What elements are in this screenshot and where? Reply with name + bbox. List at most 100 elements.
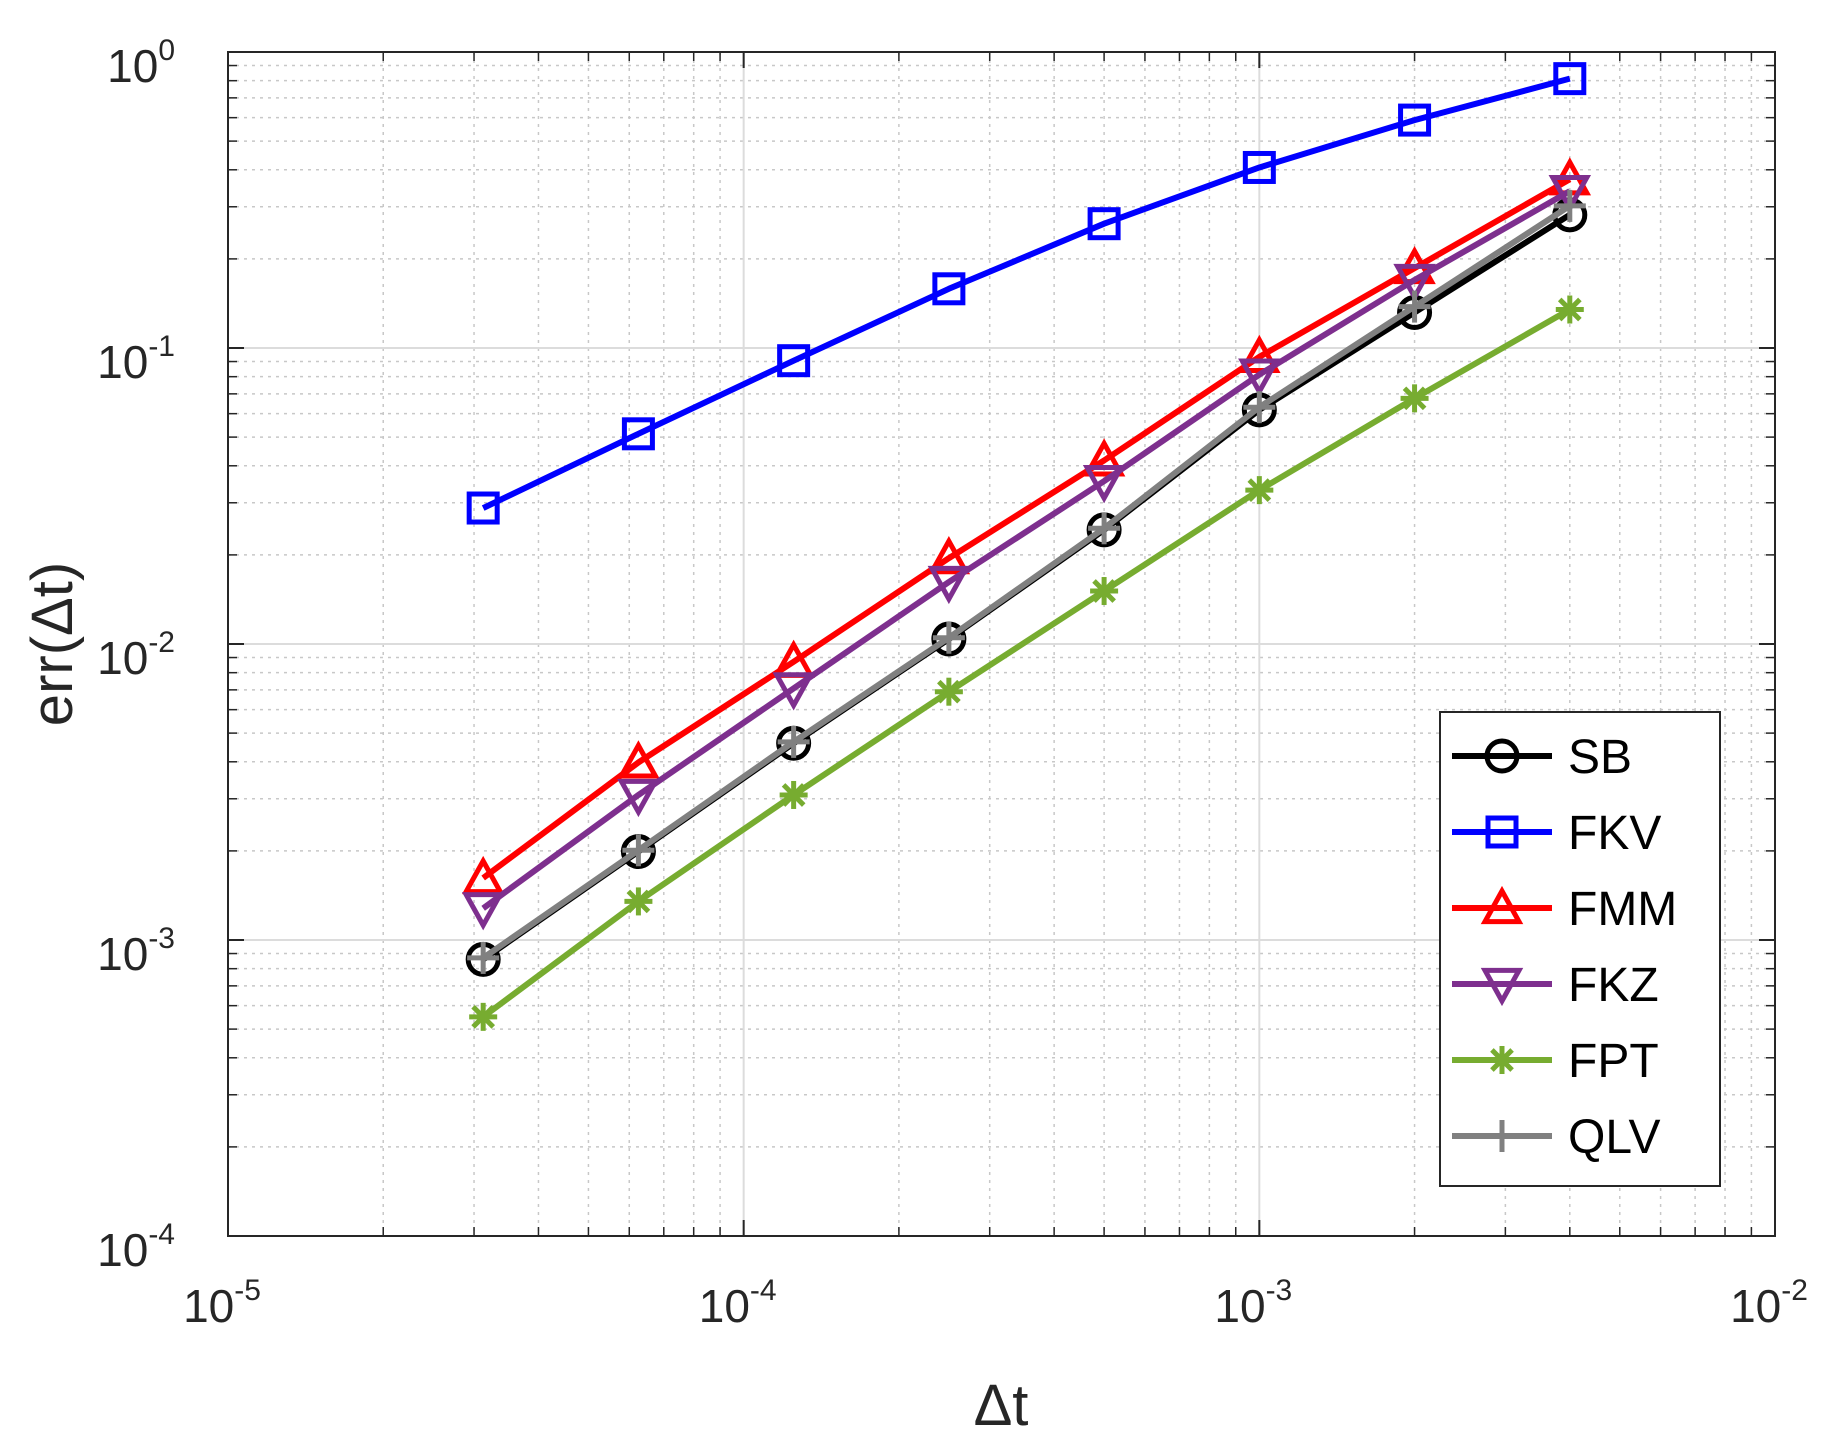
marker-triangle-down [772,672,815,711]
marker-square [777,344,811,378]
y-tick-label: 10-3 [97,922,175,980]
y-tick-exponent: 0 [158,34,175,67]
marker-triangle-down [1082,465,1126,504]
marker-triangle-down [1393,263,1436,303]
marker-asterisk-stroke [471,1005,496,1029]
data-point-triangle-up [1082,438,1126,477]
data-point-square [777,344,811,378]
y-tick-base: 10 [97,632,148,684]
data-point-square [932,272,966,306]
marker-asterisk-stroke [1402,386,1427,411]
data-point-square [1553,62,1587,96]
marker-triangle-up [927,536,971,575]
x-tick-labels: 10-5 10-4 10-3 10-2 [183,1274,1808,1332]
data-point-triangle-down [1393,263,1436,303]
marker-square [1485,815,1519,849]
series-line-fpt [481,306,1572,1020]
series-line-fkv [481,75,1571,511]
marker-square [1398,103,1432,137]
marker-square [621,417,655,451]
x-tick-base: 10 [1730,1280,1781,1332]
legend-label: FKV [1568,807,1661,860]
y-tick-exponent: -4 [148,1218,175,1251]
data-point-square [1087,207,1121,241]
legend-label: FPT [1568,1035,1659,1088]
legend-label: FKZ [1568,959,1659,1012]
legend-entry-fmm: FMM [1452,883,1677,936]
marker-square [932,272,966,306]
legend-label: FMM [1568,883,1677,936]
legend-entry-fpt: FPT [1452,1035,1659,1088]
data-point-triangle-down [772,672,815,711]
legend-entry-sb: SB [1452,731,1632,784]
data-point-circle [1484,738,1520,774]
data-point-asterisk [1400,384,1429,413]
marker-asterisk-stroke [937,679,961,704]
marker-square [1242,150,1276,184]
axis-ticks [227,51,1776,1237]
legend: SB FKV FMM FKZ FPT QLV [1439,711,1721,1187]
data-point-plus [1088,512,1121,545]
series-fpt [469,295,1584,1031]
marker-square [466,491,500,525]
series-layer [461,62,1592,1031]
marker-triangle-up [1238,334,1281,374]
marker-square [1553,62,1587,96]
data-point-triangle-up [1238,334,1281,374]
y-tick-exponent: -3 [148,922,175,955]
data-point-plus [1486,1120,1518,1152]
y-tick-label: 10-2 [97,626,175,684]
data-point-asterisk [779,780,808,809]
legend-box [1439,711,1721,1187]
data-point-triangle-down [1238,358,1281,397]
marker-triangle-up [617,740,660,779]
marker-asterisk-stroke [1557,297,1582,322]
series-line-fmm [481,176,1572,881]
legend-entry-qlv: QLV [1452,1111,1660,1164]
data-point-plus [467,941,500,974]
marker-triangle-down [617,778,660,818]
data-point-asterisk [934,677,963,706]
x-axis-label: Δt [974,1373,1029,1438]
data-point-plus [777,725,810,758]
series-line-qlv [481,203,1572,961]
data-point-square [466,491,500,525]
y-tick-base: 10 [97,928,148,980]
marker-asterisk-stroke [1247,478,1272,502]
marker-triangle-up [1480,885,1524,925]
marker-triangle-up [1082,438,1126,477]
series-line-fkz [481,188,1572,911]
data-point-triangle-down [461,892,505,931]
x-tick-exponent: -2 [1781,1274,1808,1307]
data-point-triangle-up [617,740,660,779]
marker-triangle-down [1548,175,1592,214]
data-point-asterisk [1090,577,1119,606]
marker-triangle-down [1238,358,1281,397]
marker-square [1087,207,1121,241]
y-tick-base: 10 [97,1224,148,1276]
marker-circle [1484,738,1520,774]
y-tick-exponent: -2 [148,626,175,659]
series-fkv [466,62,1587,525]
x-tick-label: 10-3 [1214,1274,1292,1332]
marker-asterisk-stroke [1490,1048,1514,1072]
marker-triangle-up [461,855,505,895]
data-point-triangle-up [1480,885,1524,925]
series-fkz [461,175,1592,931]
data-point-plus [932,621,965,654]
y-tick-label: 10-4 [97,1218,175,1276]
data-point-square [1398,103,1432,137]
x-tick-exponent: -4 [750,1274,777,1307]
marker-asterisk-stroke [781,783,806,807]
y-tick-label: 10-1 [97,330,175,388]
data-point-asterisk [1488,1046,1516,1074]
data-point-plus [1553,189,1586,222]
data-point-triangle-up [927,536,971,575]
legend-label: QLV [1568,1111,1660,1164]
data-point-triangle-up [461,855,505,895]
x-tick-label: 10-2 [1730,1274,1808,1332]
legend-entry-fkv: FKV [1452,807,1661,860]
x-tick-exponent: -3 [1266,1274,1293,1307]
